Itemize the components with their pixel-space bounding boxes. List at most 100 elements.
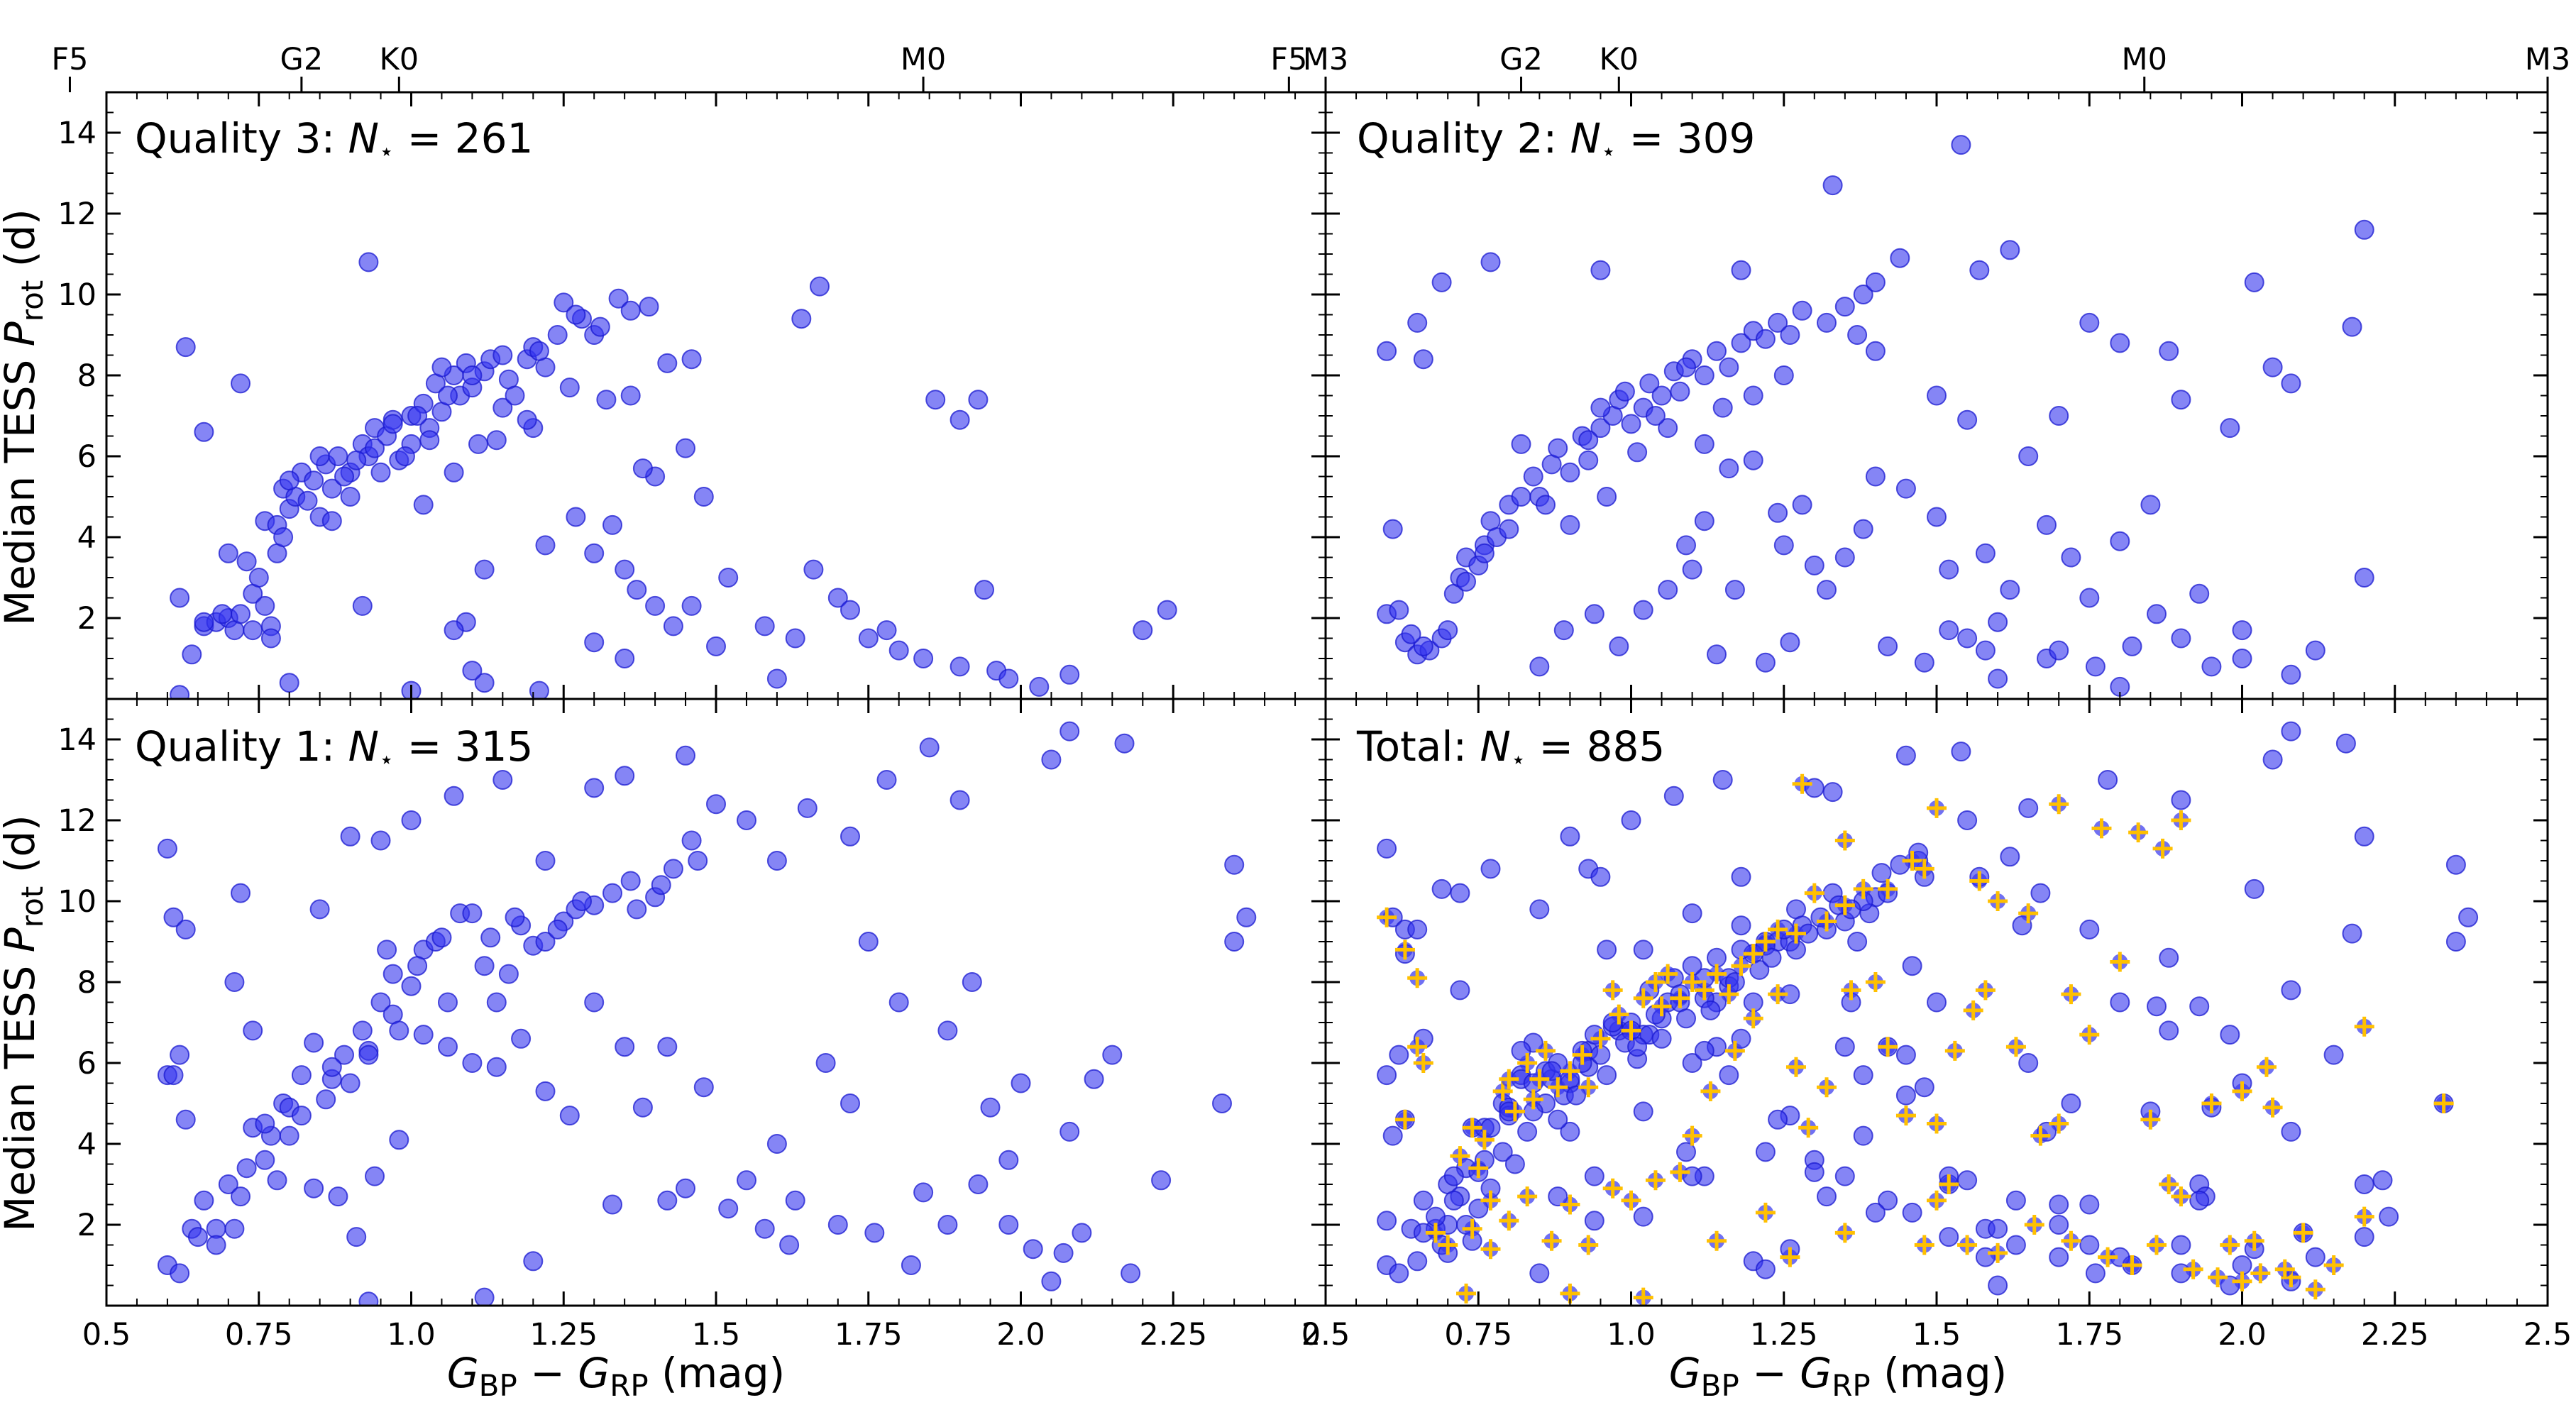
data-point — [535, 1081, 556, 1101]
data-point — [1676, 1142, 1696, 1162]
data-point — [1627, 1037, 1648, 1057]
data-point — [1670, 381, 1690, 402]
data-point — [1621, 810, 1641, 830]
data-point — [474, 956, 495, 976]
data-point — [1895, 745, 1916, 766]
highlight-marker — [2244, 1230, 2264, 1251]
data-point — [1853, 1125, 1873, 1146]
data-point — [1633, 600, 1653, 620]
highlight-marker — [1438, 1235, 1458, 1255]
data-point — [1682, 559, 1702, 580]
data-point — [1768, 312, 1788, 333]
data-point — [840, 600, 860, 620]
data-point — [1902, 956, 1922, 976]
data-point — [255, 595, 275, 616]
data-point — [785, 628, 805, 649]
data-point — [1560, 462, 1580, 483]
data-point — [1072, 1223, 1092, 1243]
data-point — [1389, 1045, 1409, 1065]
data-point — [1474, 543, 1495, 563]
data-point — [1236, 907, 1257, 927]
data-point — [693, 487, 714, 507]
data-point — [231, 373, 251, 394]
panel-title-quality2: Quality 2: N⋆ = 309 — [1357, 114, 1755, 166]
data-point — [2049, 640, 2069, 661]
data-point — [194, 1190, 214, 1211]
data-point — [1761, 947, 1782, 968]
data-point — [291, 1106, 312, 1126]
y-tick-label: 8 — [77, 358, 97, 394]
data-point — [2049, 406, 2069, 426]
data-point — [206, 1235, 226, 1255]
data-point — [657, 1037, 678, 1057]
data-point — [304, 1178, 324, 1199]
highlight-marker — [1743, 1008, 1763, 1029]
data-point — [2140, 495, 2161, 515]
data-point — [1853, 285, 1873, 304]
data-point — [827, 1215, 848, 1235]
data-point — [486, 1057, 507, 1077]
data-point — [2445, 854, 2466, 875]
data-point — [1847, 325, 1868, 345]
data-point — [1627, 442, 1648, 463]
data-point — [1011, 1073, 1031, 1093]
spectral-type-label: M0 — [2122, 42, 2167, 77]
data-point — [1865, 466, 1886, 487]
data-point — [382, 964, 403, 984]
data-point — [2354, 826, 2374, 847]
data-point — [1865, 1202, 1886, 1223]
data-point — [1029, 676, 1050, 697]
x-tick-label: 1.0 — [387, 1317, 435, 1352]
data-point — [1939, 559, 1959, 580]
highlight-marker — [2250, 1263, 2271, 1284]
highlight-marker — [1394, 940, 1415, 960]
highlight-marker — [1798, 1118, 1819, 1138]
y-axis-label-bottom: Median TESS Prot (d) — [0, 815, 50, 1232]
highlight-marker — [1895, 1106, 1916, 1126]
data-point — [2354, 219, 2374, 240]
data-point — [511, 1028, 532, 1049]
highlight-marker — [1645, 972, 1666, 992]
data-point — [1694, 434, 1714, 454]
data-point — [462, 903, 483, 924]
data-point — [1694, 511, 1714, 531]
highlight-marker — [1780, 1247, 1800, 1267]
data-point — [182, 644, 202, 665]
data-point — [827, 588, 848, 608]
data-point — [2079, 312, 2100, 333]
data-point — [1431, 272, 1452, 292]
spectral-type-label: G2 — [280, 42, 324, 77]
data-point — [1895, 478, 1916, 499]
highlight-marker — [1560, 1061, 1580, 1081]
spectral-type-label: G2 — [1499, 42, 1543, 77]
highlight-marker — [2433, 1093, 2454, 1113]
data-point — [766, 668, 787, 689]
data-point — [950, 656, 970, 677]
data-point — [529, 681, 549, 699]
highlight-marker — [1602, 980, 1623, 1001]
highlight-marker — [1407, 968, 1428, 988]
data-point — [2061, 547, 2081, 568]
highlight-marker — [1682, 1125, 1702, 1146]
data-point — [1731, 915, 1751, 936]
data-point — [1480, 252, 1501, 272]
data-point — [352, 1020, 373, 1041]
data-point — [1609, 636, 1629, 656]
data-point — [1755, 652, 1776, 673]
data-point — [1023, 1239, 1043, 1260]
data-point — [1382, 519, 1403, 539]
data-point — [1712, 770, 1733, 790]
data-point — [584, 632, 605, 653]
data-point — [358, 1045, 379, 1065]
data-point — [615, 559, 635, 580]
data-point — [1468, 1199, 1489, 1219]
data-point — [1969, 260, 1990, 280]
highlight-marker — [1682, 972, 1702, 992]
data-point — [1389, 1263, 1409, 1284]
spectral-type-label: F5 — [1270, 42, 1307, 77]
x-tick-label: 1.25 — [1750, 1317, 1818, 1352]
data-point — [389, 1020, 409, 1041]
data-point — [1792, 495, 1812, 515]
data-point — [486, 992, 507, 1013]
data-point — [864, 1223, 885, 1243]
